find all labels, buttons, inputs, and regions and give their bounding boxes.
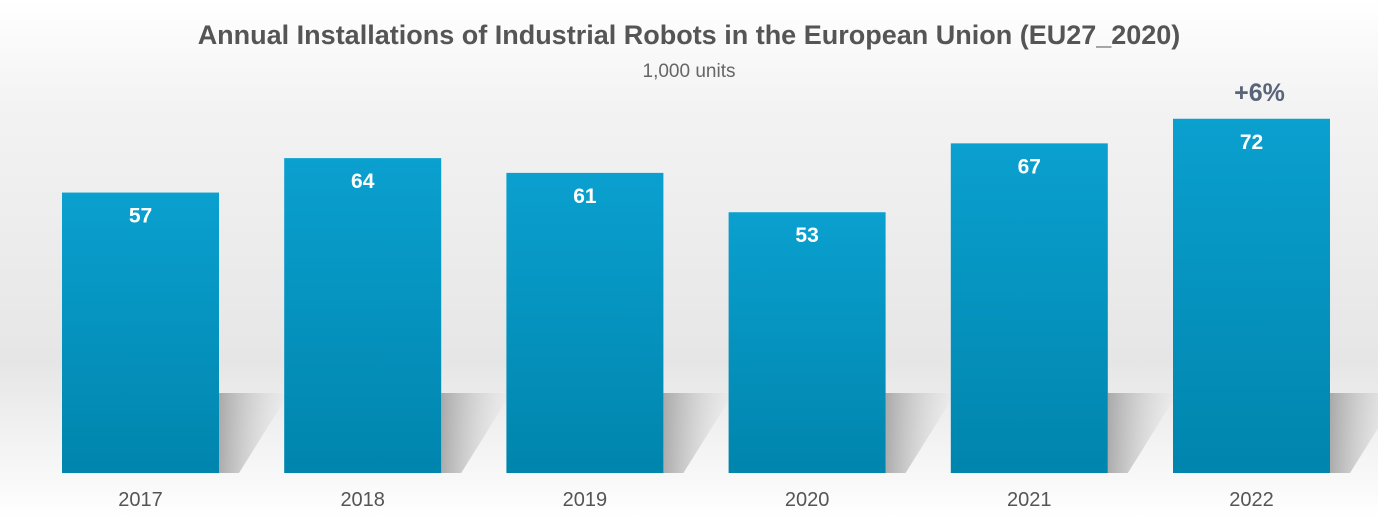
x-tick-label: 2021 [1007,489,1052,511]
x-tick-label: 2020 [785,489,830,511]
bar-shadow [219,393,289,473]
bar-2019 [506,172,664,473]
x-tick-label: 2019 [563,489,608,511]
bar-2018 [284,158,442,473]
growth-annotation: +6% [1234,79,1285,107]
x-tick-label: 2022 [1229,489,1274,511]
data-label-2022: 72 [1240,131,1263,154]
bar-shadow [1330,393,1378,473]
data-label-2020: 53 [795,224,818,247]
x-tick-label: 2018 [340,489,385,511]
data-label-2017: 57 [129,205,152,228]
bar-shadow [1107,393,1178,473]
x-tick-label: 2017 [118,489,163,511]
data-label-2018: 64 [351,170,375,193]
bar-shadow [441,393,512,473]
data-label-2021: 67 [1018,155,1041,178]
bar-2022 [1173,118,1330,473]
bar-2021 [950,143,1108,474]
bar-shadow [663,393,734,473]
bar-shadow [885,393,956,473]
bar-2020 [728,212,886,474]
chart-subtitle: 1,000 units [642,61,736,82]
chart-title: Annual Installations of Industrial Robot… [197,20,1181,50]
data-label-2019: 61 [573,185,597,208]
bar-2017 [62,192,219,473]
